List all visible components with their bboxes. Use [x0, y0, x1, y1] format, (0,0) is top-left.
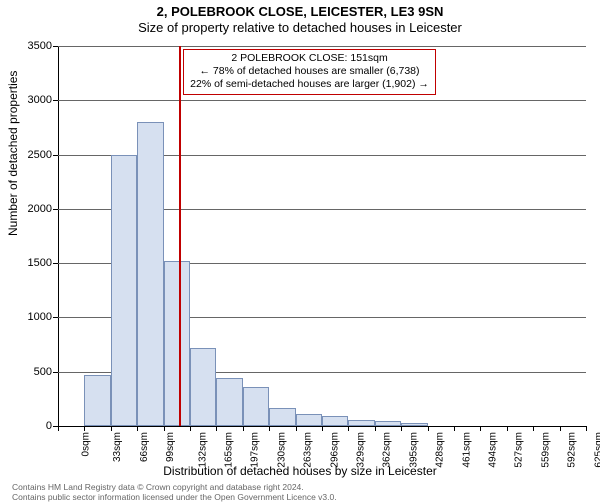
page-subtitle: Size of property relative to detached ho…: [0, 20, 600, 35]
y-axis-line: [58, 46, 59, 426]
histogram-bar: [216, 378, 242, 426]
x-tick-label: 66sqm: [139, 432, 150, 462]
x-tick-label: 197sqm: [250, 432, 261, 468]
x-tick-mark: [375, 426, 376, 431]
histogram-bar: [137, 122, 163, 426]
x-tick-mark: [296, 426, 297, 431]
y-tick-label: 0: [12, 420, 52, 432]
x-tick-label: 329sqm: [356, 432, 367, 468]
y-tick-label: 1500: [12, 257, 52, 269]
x-tick-label: 296sqm: [329, 432, 340, 468]
histogram-bar: [111, 155, 137, 426]
plot-area: 05001000150020002500300035000sqm33sqm66s…: [58, 46, 586, 426]
histogram-bar: [269, 408, 295, 426]
x-tick-mark: [533, 426, 534, 431]
y-tick-mark: [53, 155, 58, 156]
x-tick-mark: [480, 426, 481, 431]
x-tick-label: 625sqm: [593, 432, 600, 468]
x-tick-mark: [507, 426, 508, 431]
footer-line-2: Contains public sector information licen…: [12, 493, 337, 503]
x-tick-mark: [428, 426, 429, 431]
histogram-bar: [84, 375, 110, 426]
x-tick-mark: [111, 426, 112, 431]
x-tick-label: 0sqm: [80, 432, 91, 456]
y-tick-mark: [53, 372, 58, 373]
x-tick-label: 165sqm: [224, 432, 235, 468]
histogram-bar: [375, 421, 401, 426]
page-title: 2, POLEBROOK CLOSE, LEICESTER, LE3 9SN: [0, 4, 600, 19]
x-tick-mark: [348, 426, 349, 431]
x-tick-mark: [560, 426, 561, 431]
x-tick-mark: [84, 426, 85, 431]
y-tick-label: 2000: [12, 203, 52, 215]
x-tick-mark: [454, 426, 455, 431]
x-tick-label: 395sqm: [408, 432, 419, 468]
x-tick-mark: [586, 426, 587, 431]
x-tick-label: 461sqm: [461, 432, 472, 468]
histogram-chart: 05001000150020002500300035000sqm33sqm66s…: [58, 46, 586, 426]
x-tick-label: 592sqm: [567, 432, 578, 468]
y-tick-label: 3000: [12, 94, 52, 106]
y-tick-label: 1000: [12, 311, 52, 323]
x-tick-mark: [137, 426, 138, 431]
y-tick-mark: [53, 46, 58, 47]
footer-attribution: Contains HM Land Registry data © Crown c…: [12, 483, 337, 503]
x-tick-mark: [401, 426, 402, 431]
x-tick-mark: [164, 426, 165, 431]
histogram-bar: [296, 414, 322, 426]
y-tick-mark: [53, 263, 58, 264]
y-tick-label: 2500: [12, 149, 52, 161]
marker-line: [179, 46, 181, 426]
x-tick-label: 494sqm: [488, 432, 499, 468]
grid-line: [58, 46, 586, 47]
x-tick-label: 263sqm: [303, 432, 314, 468]
y-tick-mark: [53, 100, 58, 101]
annotation-line-3: 22% of semi-detached houses are larger (…: [190, 78, 429, 91]
x-axis-label: Distribution of detached houses by size …: [0, 464, 600, 478]
x-tick-label: 527sqm: [514, 432, 525, 468]
x-tick-mark: [58, 426, 59, 431]
x-tick-mark: [216, 426, 217, 431]
x-tick-label: 33sqm: [112, 432, 123, 462]
x-tick-label: 559sqm: [540, 432, 551, 468]
x-tick-label: 99sqm: [165, 432, 176, 462]
y-tick-label: 500: [12, 366, 52, 378]
annotation-line-1: 2 POLEBROOK CLOSE: 151sqm: [190, 52, 429, 65]
y-tick-label: 3500: [12, 40, 52, 52]
x-tick-label: 132sqm: [197, 432, 208, 468]
histogram-bar: [401, 423, 427, 426]
y-tick-mark: [53, 317, 58, 318]
histogram-bar: [348, 420, 374, 427]
histogram-bar: [190, 348, 216, 426]
histogram-bar: [243, 387, 269, 426]
annotation-box: 2 POLEBROOK CLOSE: 151sqm← 78% of detach…: [183, 49, 436, 95]
grid-line: [58, 100, 586, 101]
x-tick-mark: [269, 426, 270, 431]
y-tick-mark: [53, 209, 58, 210]
x-tick-mark: [190, 426, 191, 431]
histogram-bar: [164, 261, 190, 426]
histogram-bar: [322, 416, 348, 426]
x-tick-mark: [243, 426, 244, 431]
annotation-line-2: ← 78% of detached houses are smaller (6,…: [190, 65, 429, 78]
x-tick-label: 428sqm: [435, 432, 446, 468]
x-tick-label: 362sqm: [382, 432, 393, 468]
x-tick-mark: [322, 426, 323, 431]
x-tick-label: 230sqm: [276, 432, 287, 468]
